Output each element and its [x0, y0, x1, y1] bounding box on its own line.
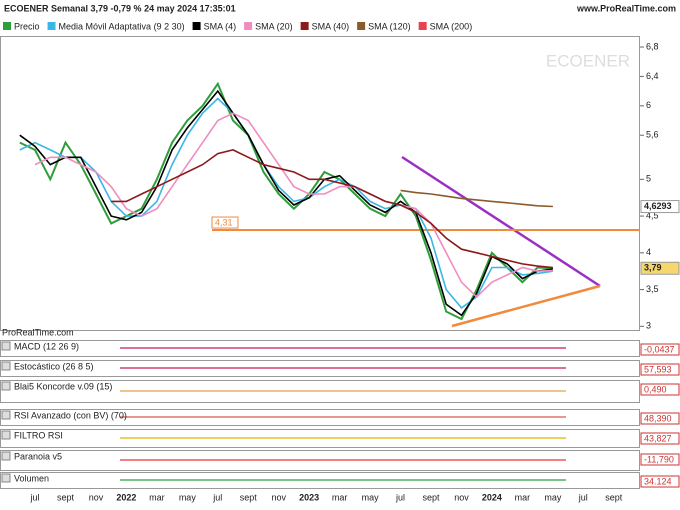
x-tick-label: sept: [423, 492, 441, 502]
x-tick-label: jul: [30, 492, 40, 502]
indicator-name: Estocástico (26 8 5): [14, 361, 94, 371]
reference-label: 4,31: [215, 217, 233, 227]
indicator-panel: [0, 472, 640, 489]
indicator-label-box: [1, 410, 11, 420]
x-tick-label: sept: [57, 492, 75, 502]
indicator-value-box: [640, 432, 680, 445]
indicator-name: FILTRO RSI: [14, 430, 63, 440]
indicator-value-box: [640, 363, 680, 376]
series-line: [19, 97, 554, 309]
series-line: [19, 81, 553, 321]
trendline: [401, 155, 601, 288]
legend-label: SMA (40): [312, 21, 350, 31]
indicator-value: 57,593: [644, 364, 672, 374]
indicator-panel: [0, 429, 640, 448]
indicator-panel: [0, 450, 640, 471]
reference-label-box: [211, 216, 239, 229]
y-tick-label: 4: [646, 247, 651, 257]
x-tick-label: mar: [332, 492, 348, 502]
x-tick-label: nov: [454, 492, 469, 502]
y-tick-label: 3: [646, 321, 651, 331]
x-tick-label: jul: [578, 492, 588, 502]
legend-swatch: [192, 22, 201, 30]
watermark: ECOENER: [546, 51, 630, 70]
header-title: ECOENER Semanal 3,79 -0,79 % 24 may 2024…: [4, 3, 236, 13]
indicator-value: -11,790: [644, 454, 674, 464]
x-tick-label: may: [179, 492, 197, 502]
indicator-label-box: [1, 341, 11, 351]
x-tick-label: sept: [605, 492, 623, 502]
y-tick-label: 5,6: [646, 130, 659, 140]
indicator-value: 48,390: [644, 413, 672, 423]
indicator-panel: [0, 340, 640, 357]
credit: ProRealTime.com: [2, 327, 74, 337]
series-line: [111, 149, 553, 269]
series-line: [19, 89, 554, 317]
indicator-value: 43,827: [644, 433, 672, 443]
plot-frame: [0, 36, 640, 331]
indicator-label-box: [1, 451, 11, 461]
legend-label: SMA (20): [255, 21, 293, 31]
legend-swatch: [300, 22, 309, 30]
indicator-name: Paranoia v5: [14, 451, 62, 461]
x-tick-label: sept: [240, 492, 258, 502]
trendline: [451, 284, 601, 328]
x-tick-label: mar: [515, 492, 531, 502]
legend-swatch: [418, 22, 427, 30]
last-label-box: [640, 261, 680, 275]
indicator-label-box: [1, 473, 11, 483]
legend-swatch: [244, 22, 253, 30]
x-tick-label: may: [362, 492, 380, 502]
last-label: 3,79: [644, 263, 662, 273]
legend-swatch: [3, 22, 11, 30]
indicator-label-box: [1, 430, 11, 440]
x-tick-label: 2022: [116, 492, 136, 502]
indicator-label-box: [1, 361, 11, 371]
indicator-name: Volumen: [14, 473, 49, 483]
x-tick-label: jul: [395, 492, 405, 502]
series-line: [400, 189, 553, 208]
y-tick-label: 5: [646, 174, 651, 184]
y-tick-label: 4,5: [646, 210, 659, 220]
legend-label: SMA (4): [204, 21, 237, 31]
legend-label: SMA (200): [430, 21, 473, 31]
indicator-panel: [0, 360, 640, 377]
indicator-value: 0,490: [644, 384, 667, 394]
x-tick-label: 2024: [482, 492, 502, 502]
indicator-value-box: [640, 343, 680, 356]
legend-label: Media Móvil Adaptativa (9 2 30): [59, 21, 185, 31]
indicator-panel: [0, 409, 640, 426]
indicator-value-box: [640, 475, 680, 488]
x-tick-label: nov: [89, 492, 104, 502]
indicator-label-box: [1, 381, 11, 391]
y-tick-label: 6,8: [646, 41, 659, 51]
x-tick-label: jul: [212, 492, 222, 502]
y-tick-label: 3,5: [646, 284, 659, 294]
legend-swatch: [357, 22, 366, 30]
legend-label: SMA (120): [368, 21, 411, 31]
indicator-value-box: [640, 383, 680, 396]
legend-swatch: [47, 22, 56, 30]
indicator-value: -0,0437: [644, 344, 675, 354]
last-label: 4,6293: [644, 201, 672, 211]
header-site: www.ProRealTime.com: [576, 3, 676, 13]
last-label-box: [640, 200, 680, 214]
indicator-panel: [0, 380, 640, 403]
indicator-value-box: [640, 453, 680, 466]
legend-label: Precio: [14, 21, 40, 31]
indicator-name: Blai5 Koncorde v.09 (15): [14, 381, 112, 391]
x-tick-label: may: [544, 492, 562, 502]
indicator-name: RSI Avanzado (con BV) (70): [14, 410, 127, 420]
y-tick-label: 6: [646, 100, 651, 110]
indicator-value: 34.124: [644, 476, 672, 486]
x-tick-label: nov: [271, 492, 286, 502]
x-tick-label: mar: [149, 492, 165, 502]
y-tick-label: 6,4: [646, 71, 659, 81]
indicator-value-box: [640, 412, 680, 425]
indicator-name: MACD (12 26 9): [14, 341, 79, 351]
x-tick-label: 2023: [299, 492, 319, 502]
